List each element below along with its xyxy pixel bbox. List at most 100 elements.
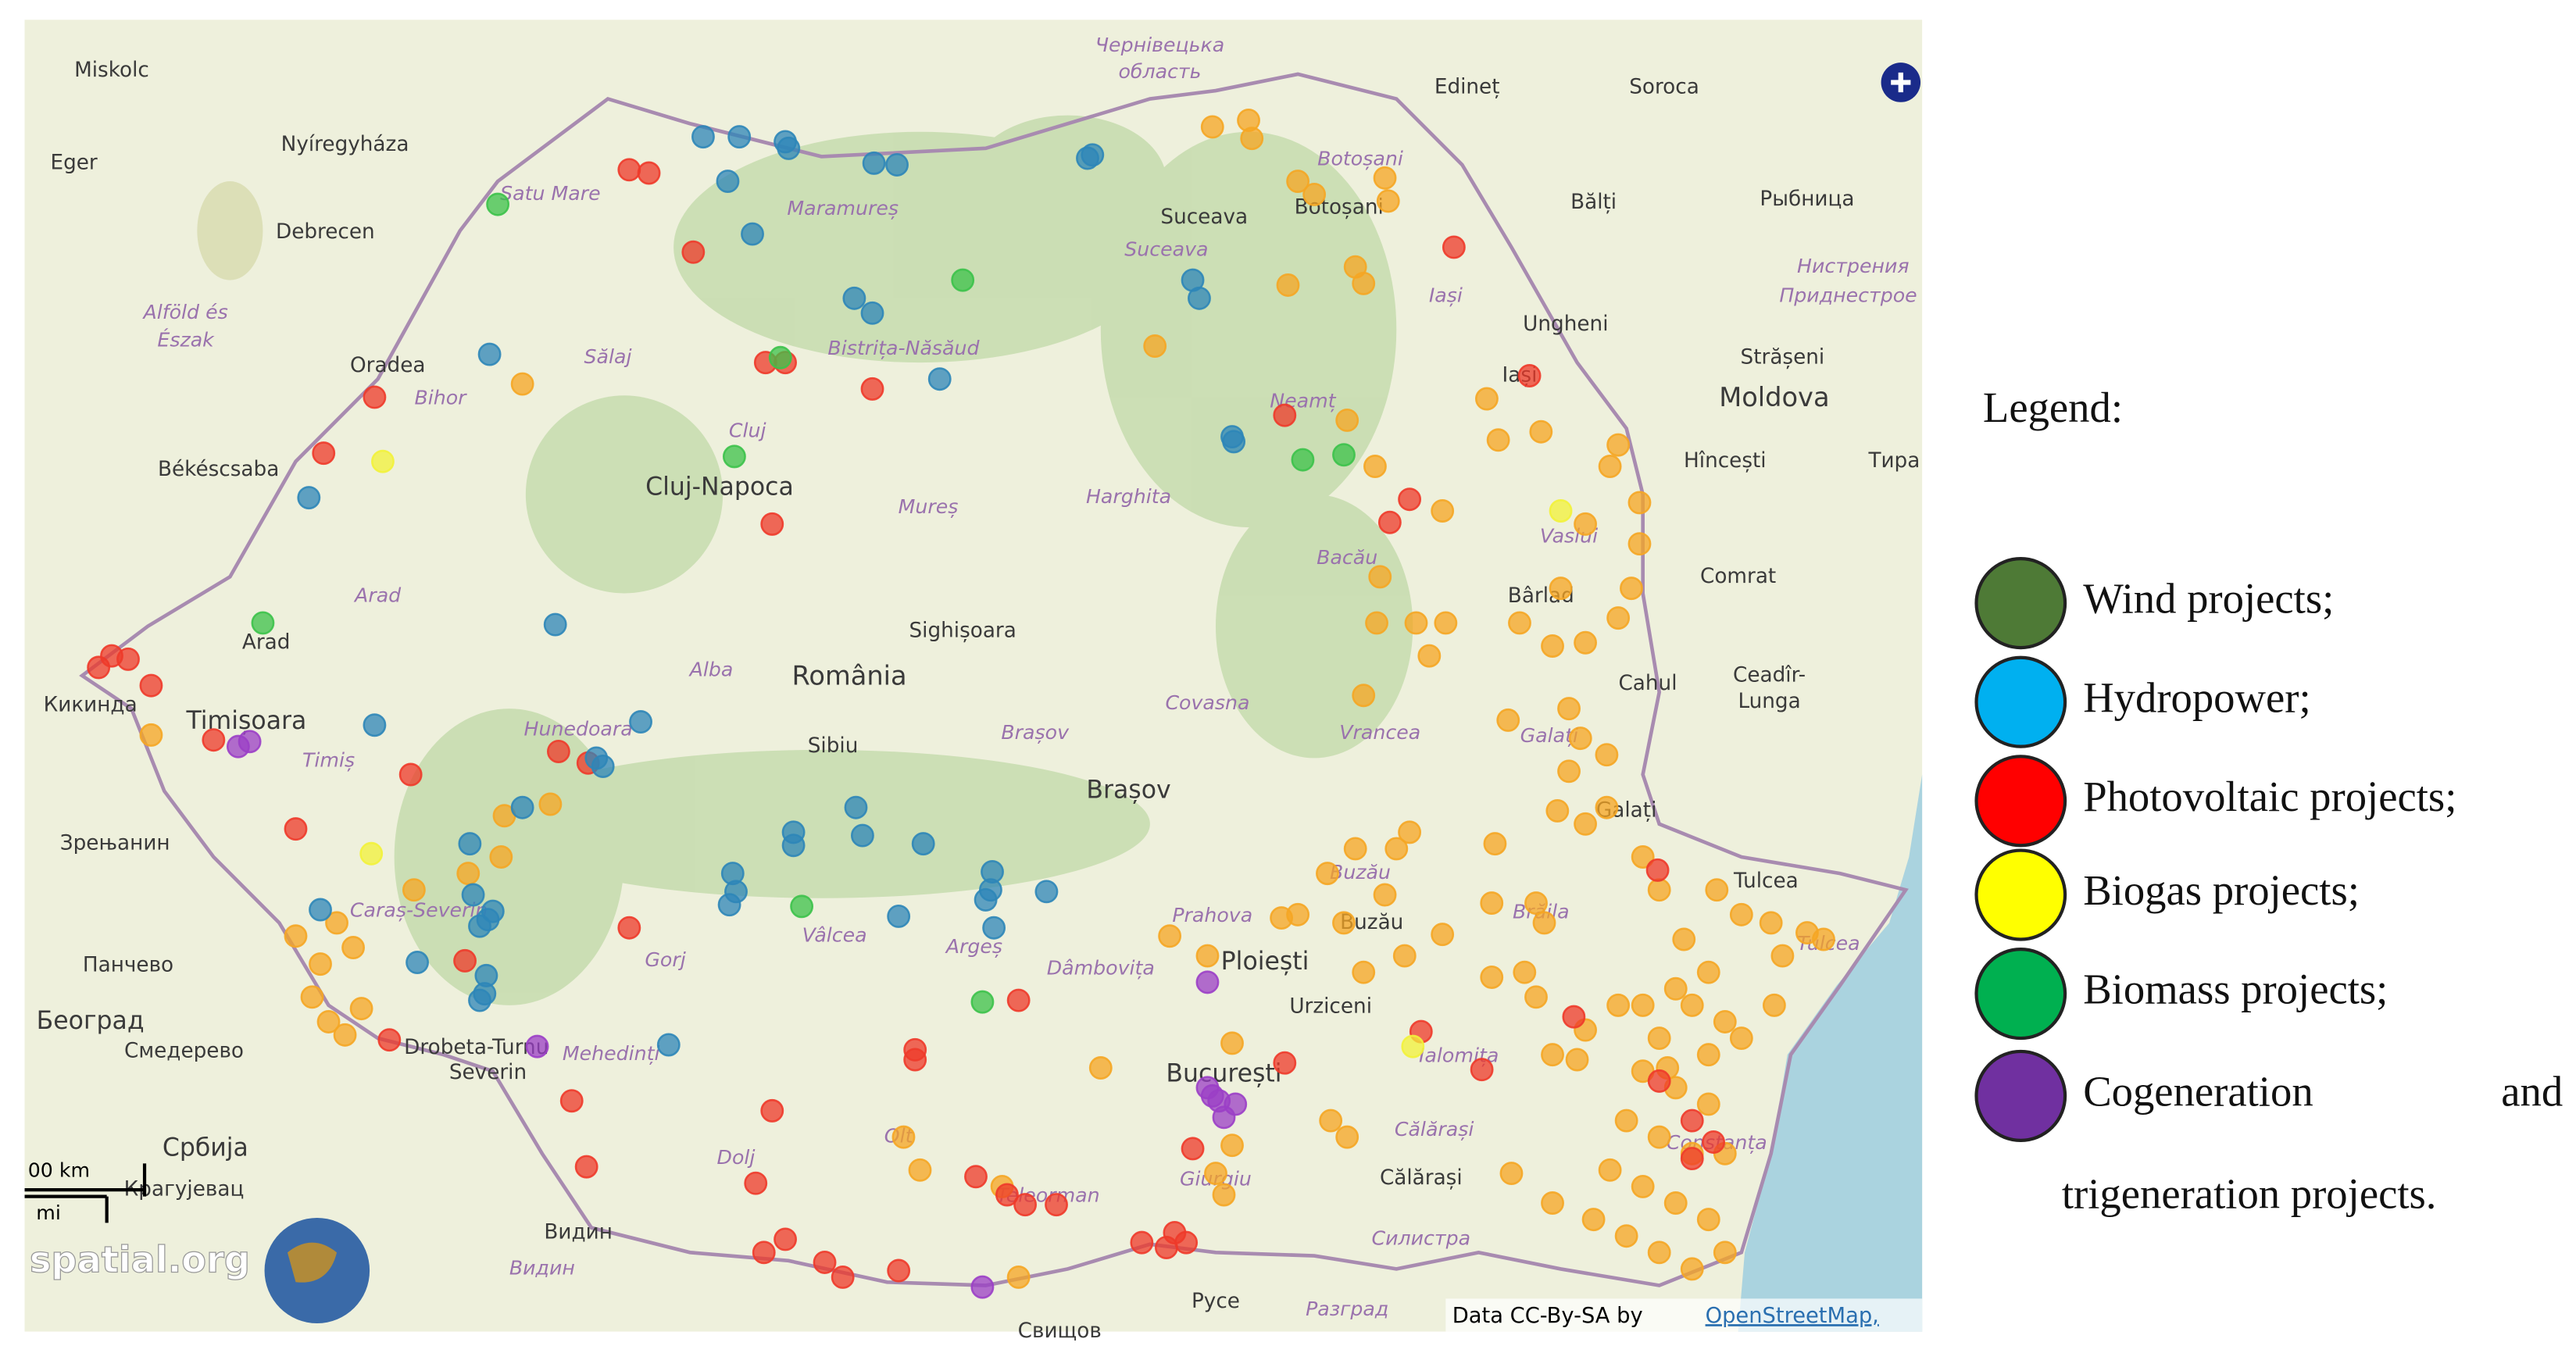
- place-label: Comrat: [1700, 565, 1776, 588]
- project-marker: [468, 988, 491, 1012]
- project-marker: [1680, 1108, 1704, 1133]
- legend-label: Hydropower;: [2083, 673, 2310, 721]
- legend-title: Legend:: [1983, 384, 2123, 431]
- project-marker: [1647, 878, 1671, 902]
- project-marker: [744, 1171, 768, 1195]
- project-marker: [1352, 271, 1376, 295]
- region-label: Arad: [353, 584, 402, 607]
- place-label: România: [792, 661, 907, 691]
- place-label: Békéscsaba: [158, 458, 279, 481]
- project-marker: [1200, 1083, 1224, 1108]
- project-marker: [927, 367, 952, 391]
- project-marker: [1130, 1230, 1154, 1255]
- project-marker: [982, 916, 1006, 940]
- place-label: Soroca: [1629, 75, 1699, 98]
- project-marker: [316, 1009, 341, 1033]
- region-label: Călărași: [1395, 1118, 1474, 1141]
- project-marker: [1645, 858, 1670, 882]
- place-label: Edineț: [1434, 75, 1500, 98]
- project-marker: [251, 611, 275, 635]
- project-marker: [486, 192, 510, 216]
- attribution-link[interactable]: OpenStreetMap,: [1706, 1304, 1879, 1328]
- project-marker: [1574, 812, 1598, 836]
- region-label: Mureș: [899, 495, 959, 518]
- project-marker: [727, 125, 752, 149]
- project-marker: [617, 916, 641, 940]
- project-marker: [1480, 966, 1504, 989]
- project-marker: [370, 449, 395, 473]
- project-marker: [1195, 944, 1220, 968]
- legend-swatch: [1974, 557, 2067, 650]
- project-marker: [584, 746, 609, 770]
- project-marker: [964, 1165, 988, 1189]
- project-marker: [359, 841, 384, 866]
- project-marker: [1595, 795, 1619, 819]
- project-marker: [1486, 428, 1510, 452]
- project-marker: [1672, 927, 1696, 951]
- project-marker: [1143, 334, 1167, 358]
- project-marker: [617, 158, 641, 182]
- region-label: Buzău: [1330, 861, 1391, 884]
- project-marker: [1212, 1183, 1236, 1207]
- project-marker: [1647, 1069, 1671, 1093]
- project-marker: [1013, 1193, 1038, 1217]
- project-marker: [1496, 708, 1520, 732]
- region-label: Mehedinți: [563, 1042, 660, 1065]
- project-marker: [1574, 630, 1598, 655]
- attribution-box: [1445, 1298, 1923, 1332]
- project-marker: [312, 441, 336, 466]
- legend-swatch: [1974, 655, 2067, 748]
- project-marker: [1335, 408, 1359, 432]
- project-marker: [781, 834, 806, 858]
- place-label: Lunga: [1738, 690, 1800, 713]
- project-marker: [1319, 1108, 1343, 1133]
- place-label: Eger: [50, 151, 97, 174]
- project-marker: [995, 1183, 1019, 1207]
- project-marker: [1680, 993, 1704, 1017]
- project-marker: [1606, 606, 1631, 630]
- project-marker: [656, 1033, 681, 1057]
- project-marker: [842, 286, 866, 310]
- legend-swatch: [1974, 848, 2067, 941]
- region-label: Чернівецька: [1095, 34, 1224, 56]
- project-marker: [546, 740, 570, 763]
- place-label: Кикинда: [44, 693, 138, 716]
- project-marker: [1549, 499, 1573, 523]
- region-label: Suceava: [1124, 238, 1208, 261]
- project-marker: [559, 1089, 584, 1113]
- project-marker: [1762, 993, 1786, 1017]
- project-marker: [1470, 1058, 1494, 1082]
- project-marker: [489, 845, 513, 869]
- region-label: Alföld és: [141, 301, 227, 323]
- project-marker: [1332, 443, 1356, 467]
- project-marker: [752, 1241, 776, 1265]
- place-label: Miskolc: [74, 59, 149, 82]
- project-marker: [349, 997, 373, 1021]
- place-label: Смедерево: [124, 1039, 244, 1062]
- place-label: Debrecen: [276, 220, 375, 244]
- project-marker: [637, 161, 661, 185]
- project-marker: [887, 904, 911, 928]
- project-marker: [862, 151, 886, 175]
- region-label: Нистрения: [1797, 255, 1910, 277]
- project-marker: [1302, 182, 1327, 206]
- legend-label: Wind projects;: [2083, 575, 2334, 623]
- project-marker: [1291, 448, 1315, 472]
- project-marker: [1565, 1048, 1589, 1072]
- project-marker: [398, 762, 423, 787]
- project-marker: [1696, 960, 1720, 984]
- project-marker: [284, 924, 308, 948]
- project-marker: [741, 222, 764, 246]
- project-marker: [970, 1275, 995, 1299]
- project-marker: [333, 1023, 357, 1047]
- project-marker: [1188, 286, 1211, 310]
- region-label: Разград: [1306, 1298, 1388, 1320]
- scale-bar: [24, 1163, 147, 1223]
- place-label: Călărași: [1380, 1166, 1463, 1190]
- region-label: Alba: [688, 659, 734, 681]
- project-marker: [1680, 1147, 1704, 1171]
- project-marker: [468, 914, 491, 938]
- project-marker: [1545, 798, 1570, 823]
